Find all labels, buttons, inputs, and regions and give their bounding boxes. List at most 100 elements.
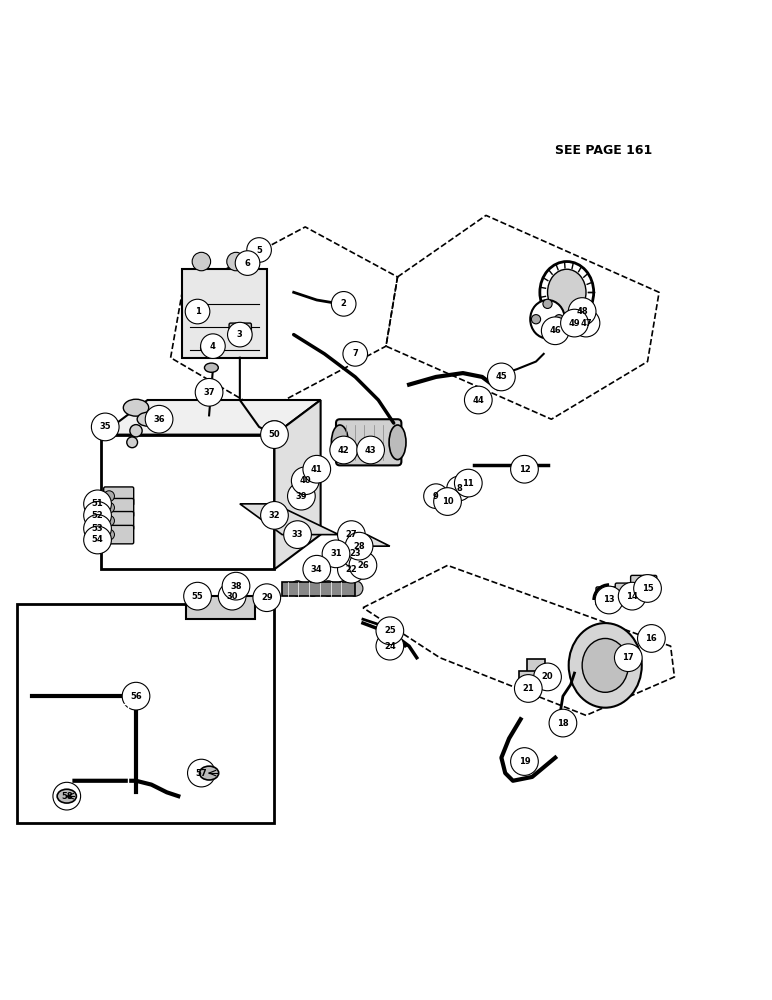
Circle shape	[127, 437, 137, 448]
Circle shape	[514, 675, 542, 702]
Circle shape	[618, 582, 646, 610]
Circle shape	[376, 632, 404, 660]
Text: SEE PAGE 161: SEE PAGE 161	[555, 144, 652, 157]
Circle shape	[447, 476, 472, 501]
FancyBboxPatch shape	[615, 583, 642, 602]
Circle shape	[488, 363, 515, 391]
Text: 30: 30	[226, 592, 238, 601]
Polygon shape	[101, 400, 320, 435]
Text: 7: 7	[352, 349, 358, 358]
FancyBboxPatch shape	[350, 539, 367, 553]
Ellipse shape	[582, 638, 628, 692]
Text: 43: 43	[365, 446, 377, 455]
Circle shape	[457, 475, 469, 487]
Text: 58: 58	[61, 792, 73, 801]
Text: 42: 42	[338, 446, 350, 455]
Text: 45: 45	[496, 372, 507, 381]
Circle shape	[455, 469, 482, 497]
Ellipse shape	[57, 789, 76, 803]
FancyBboxPatch shape	[527, 659, 545, 687]
Ellipse shape	[263, 421, 286, 440]
Circle shape	[510, 455, 538, 483]
Ellipse shape	[137, 412, 158, 426]
FancyBboxPatch shape	[103, 512, 134, 530]
Ellipse shape	[331, 425, 348, 460]
Text: 29: 29	[261, 593, 273, 602]
Text: 28: 28	[354, 542, 365, 551]
Text: 33: 33	[292, 530, 303, 539]
FancyBboxPatch shape	[336, 419, 401, 465]
Text: 32: 32	[269, 511, 280, 520]
Text: 18: 18	[557, 719, 569, 728]
Text: 38: 38	[230, 582, 242, 591]
FancyBboxPatch shape	[596, 587, 622, 605]
Text: 39: 39	[296, 492, 307, 501]
Ellipse shape	[530, 300, 565, 338]
Circle shape	[103, 515, 114, 526]
Text: 54: 54	[92, 535, 103, 544]
Text: 22: 22	[346, 565, 357, 574]
Circle shape	[322, 540, 350, 568]
Text: 27: 27	[346, 530, 357, 539]
Circle shape	[195, 378, 223, 406]
Text: 47: 47	[581, 319, 592, 328]
Circle shape	[91, 413, 119, 441]
Ellipse shape	[313, 460, 327, 471]
FancyBboxPatch shape	[186, 596, 256, 619]
Text: 35: 35	[100, 422, 111, 431]
Circle shape	[615, 644, 642, 672]
Circle shape	[543, 299, 552, 308]
Circle shape	[303, 455, 330, 483]
Circle shape	[235, 251, 260, 275]
Text: 50: 50	[269, 430, 280, 439]
FancyBboxPatch shape	[101, 435, 275, 569]
Text: 5: 5	[256, 246, 262, 255]
FancyBboxPatch shape	[229, 323, 252, 340]
Text: 24: 24	[384, 642, 396, 651]
Text: 31: 31	[330, 549, 342, 558]
Circle shape	[357, 436, 384, 464]
Circle shape	[449, 482, 462, 495]
Text: 34: 34	[311, 565, 323, 574]
Circle shape	[424, 484, 449, 508]
Circle shape	[568, 298, 596, 325]
Circle shape	[305, 581, 320, 596]
Text: 17: 17	[622, 653, 634, 662]
FancyBboxPatch shape	[17, 604, 275, 823]
Ellipse shape	[547, 269, 586, 315]
Circle shape	[222, 572, 250, 600]
Text: 9: 9	[433, 492, 438, 501]
Text: 41: 41	[311, 465, 323, 474]
Circle shape	[337, 521, 365, 548]
Text: 37: 37	[203, 388, 215, 397]
Text: 21: 21	[523, 684, 534, 693]
Text: 57: 57	[195, 769, 207, 778]
Text: 3: 3	[237, 330, 242, 339]
Ellipse shape	[294, 487, 308, 498]
Text: 11: 11	[462, 479, 474, 488]
Text: 15: 15	[642, 584, 653, 593]
FancyBboxPatch shape	[282, 582, 355, 596]
Circle shape	[227, 252, 245, 271]
Text: 46: 46	[550, 326, 561, 335]
Circle shape	[465, 386, 493, 414]
Text: 49: 49	[569, 319, 581, 328]
Circle shape	[434, 488, 462, 515]
Circle shape	[638, 625, 665, 652]
Circle shape	[228, 322, 252, 347]
FancyBboxPatch shape	[343, 524, 360, 538]
Circle shape	[188, 759, 215, 787]
Ellipse shape	[389, 425, 406, 460]
Text: 51: 51	[92, 499, 103, 508]
Circle shape	[554, 315, 564, 324]
Circle shape	[533, 663, 561, 691]
Circle shape	[83, 515, 111, 542]
Text: 19: 19	[519, 757, 530, 766]
Circle shape	[331, 292, 356, 316]
Circle shape	[541, 317, 569, 345]
Text: 1: 1	[195, 307, 201, 316]
Circle shape	[531, 315, 540, 324]
Text: 56: 56	[130, 692, 142, 701]
Circle shape	[103, 502, 114, 513]
Text: 4: 4	[210, 342, 216, 351]
